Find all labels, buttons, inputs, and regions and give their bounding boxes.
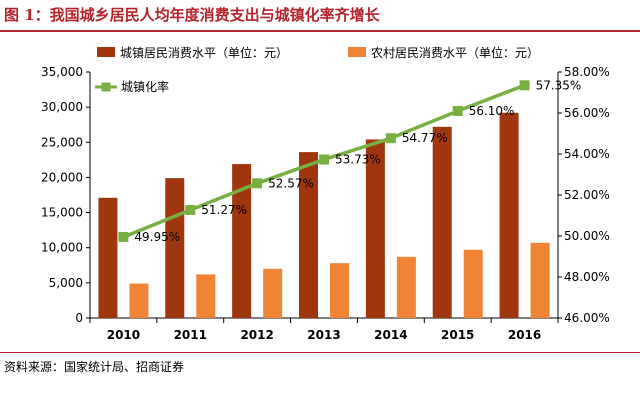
legend-swatch-rate-marker	[101, 82, 111, 92]
x-tick-label: 2012	[240, 328, 273, 342]
rate-point-2012	[252, 178, 263, 189]
bar-urban-2013	[299, 152, 318, 318]
legend-label-rural: 农村居民消费水平（单位：元）	[371, 45, 539, 60]
rate-point-2010	[118, 232, 129, 243]
left-tick-label: 5,000	[49, 276, 83, 290]
left-tick-label: 15,000	[41, 206, 83, 220]
left-tick-label: 10,000	[41, 241, 83, 255]
legend-label-urban: 城镇居民消费水平（单位：元）	[120, 45, 288, 60]
bar-rural-2010	[129, 283, 149, 318]
right-tick-label: 56.00%	[564, 106, 610, 120]
bar-urban-2012	[232, 164, 252, 318]
right-tick-label: 54.00%	[564, 147, 610, 161]
left-tick-label: 30,000	[41, 100, 83, 114]
right-tick-label: 58.00%	[564, 65, 610, 79]
rate-data-label: 52.57%	[268, 176, 314, 190]
bar-rural-2016	[530, 242, 550, 318]
legend: 城镇居民消费水平（单位：元） 农村居民消费水平（单位：元） 城镇化率	[95, 45, 539, 94]
rate-point-2013	[319, 154, 329, 165]
left-y-axis: 0 5,000 10,000 15,000 20,000 25,000 30,000 35,0…	[41, 65, 90, 325]
rate-point-2015	[452, 105, 463, 116]
x-tick-label: 2011	[174, 328, 207, 342]
figure-title: 图 1：我国城乡居民人均年度消费支出与城镇化率齐增长	[4, 6, 380, 24]
right-tick-label: 52.00%	[564, 188, 610, 202]
bar-series	[98, 112, 550, 318]
rate-data-label: 51.27%	[201, 203, 247, 217]
rate-data-label: 57.35%	[536, 78, 582, 92]
right-tick-label: 46.00%	[564, 311, 610, 325]
bar-urban-2015	[432, 126, 452, 318]
legend-swatch-rural	[348, 47, 366, 57]
source-rule	[0, 352, 640, 353]
bar-urban-2010	[98, 197, 118, 318]
legend-swatch-urban	[97, 47, 115, 57]
rate-data-label: 54.77%	[402, 131, 448, 145]
combo-chart: 0 5,000 10,000 15,000 20,000 25,000 30,000 35,0…	[41, 45, 610, 342]
x-tick-label: 2015	[441, 328, 474, 342]
bar-urban-2014	[365, 139, 385, 318]
bar-rural-2014	[396, 256, 416, 318]
bar-urban-2011	[165, 178, 185, 318]
right-y-axis: 46.00% 48.00% 50.00% 52.00% 54.00% 56.00% 58.0…	[558, 65, 610, 325]
title-rule	[0, 30, 640, 32]
left-tick-label: 25,000	[41, 135, 83, 149]
rate-point-2011	[185, 204, 196, 215]
left-tick-label: 20,000	[41, 170, 83, 184]
right-tick-label: 50.00%	[564, 229, 610, 243]
rate-point-2016	[519, 80, 530, 91]
bar-rural-2012	[263, 268, 283, 318]
rate-point-2014	[385, 133, 396, 144]
bar-urban-2016	[499, 112, 519, 318]
x-tick-label: 2010	[107, 328, 140, 342]
source-note: 资料来源：国家统计局、招商证券	[4, 360, 185, 374]
x-tick-label: 2016	[508, 328, 541, 342]
bar-rural-2013	[330, 263, 349, 318]
x-axis: 2010 2011 2012 2013 2014 2015 2016	[89, 318, 559, 342]
left-tick-label: 35,000	[41, 65, 83, 79]
left-tick-label: 0	[75, 311, 83, 325]
rate-data-label: 53.73%	[335, 153, 381, 167]
legend-label-rate: 城镇化率	[121, 79, 169, 94]
x-tick-label: 2013	[307, 328, 340, 342]
bar-rural-2015	[463, 249, 483, 318]
rate-data-label: 49.95%	[134, 230, 180, 244]
rate-data-label: 56.10%	[469, 104, 515, 118]
rate-line-series: 49.95% 51.27% 52.57% 53.73% 54.77% 56.10% 57.3…	[118, 78, 581, 244]
x-tick-label: 2014	[374, 328, 407, 342]
right-tick-label: 48.00%	[564, 270, 610, 284]
bar-rural-2011	[196, 274, 216, 318]
